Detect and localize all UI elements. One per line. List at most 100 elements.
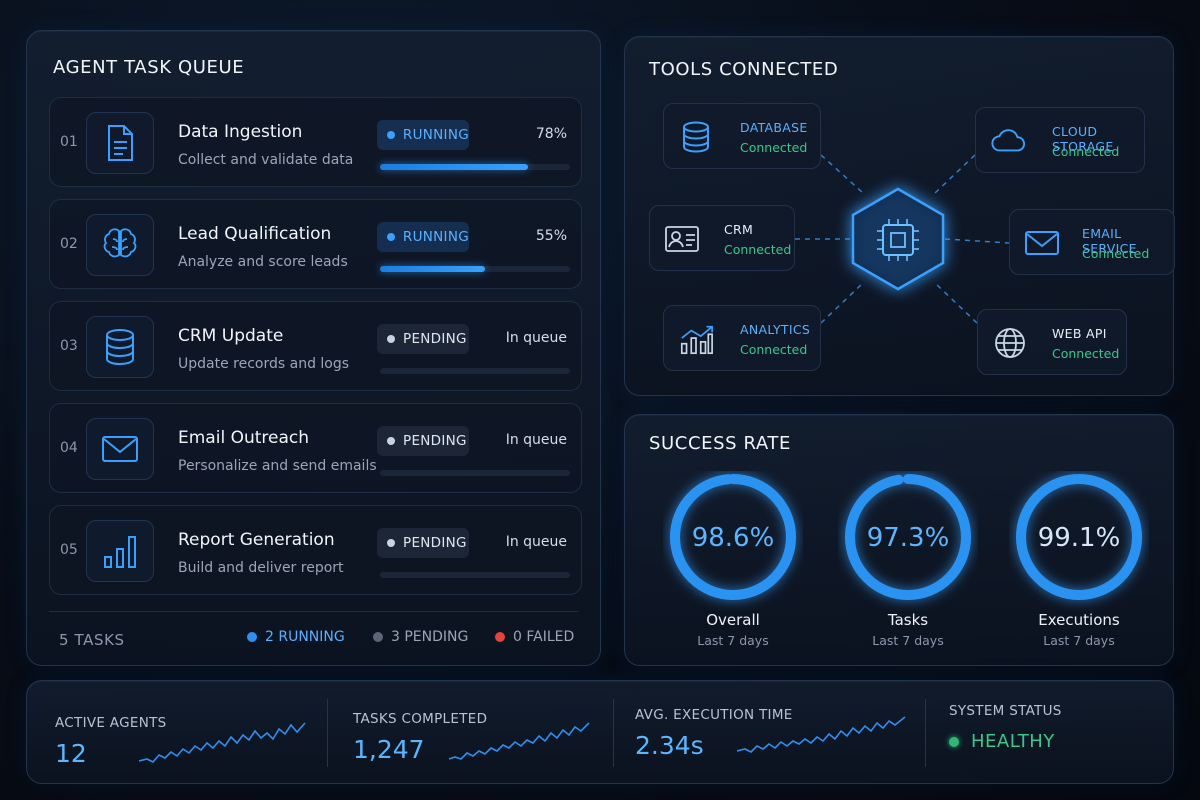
task-count: 5 TASKS [59,631,125,649]
tool-database[interactable]: DATABASE Connected [663,103,821,169]
progress-bar [380,368,570,374]
tool-email-service[interactable]: EMAIL SERVICE Connected [1009,209,1175,275]
gauge-arc [670,474,796,600]
task-title: Report Generation [178,530,335,550]
tool-name: ANALYTICS [740,322,811,337]
tool-status: Connected [1082,246,1150,261]
progress-bar [380,266,570,272]
tool-name: EMAIL SERVICE [1082,226,1137,256]
gauge-label: Tasks [887,611,929,629]
queue-state: In queue [505,534,567,550]
task-subtitle: Analyze and score leads [178,254,348,270]
tool-name: DATABASE [740,120,808,135]
task-row-data-ingestion[interactable]: 01 Data Ingestion Collect and validate d… [49,97,582,187]
task-title: Email Outreach [178,428,310,448]
task-subtitle: Build and deliver report [178,560,344,576]
database-icon [678,120,714,154]
mail-icon [1024,226,1060,260]
tool-status: Connected [1052,144,1120,159]
system-status: HEALTHY [949,731,1055,752]
connection-lines [795,154,1010,324]
gauge-period: Last 7 days [697,633,769,648]
task-title: Lead Qualification [178,224,332,244]
tool-status: Connected [740,140,808,155]
contact-card-icon [664,222,700,256]
gauge-value: 98.6% [691,523,775,553]
tool-status: Connected [724,242,792,257]
legend-failed: 0 FAILED [495,629,574,645]
task-row-crm-update[interactable]: 03 CRM Update Update records and logs PE… [49,301,582,391]
sparkline-active-agents [139,722,306,763]
task-title: Data Ingestion [178,122,303,142]
tasks-completed-value: 1,247 [353,735,425,764]
mail-icon [86,418,154,480]
active-agents-value: 12 [55,739,87,768]
tool-crm[interactable]: CRM Connected [649,205,795,271]
task-queue-title: AGENT TASK QUEUE [53,57,245,78]
gauge-label: Executions [1038,611,1120,629]
sparkline-avg-execution [737,716,906,753]
analytics-chart-icon [678,322,714,356]
avg-execution-value: 2.34s [635,731,704,760]
progress-bar [380,470,570,476]
task-number: 03 [60,338,78,354]
tools-connected-panel: TOOLS CONNECTED DATABASE Connected CLOUD… [624,36,1175,396]
divider [327,699,328,767]
gauge-value: 97.3% [866,523,950,553]
bar-chart-icon [86,520,154,582]
tool-name: CLOUD STORAGE [1052,124,1114,154]
tools-title: TOOLS CONNECTED [649,59,839,80]
tool-web-api[interactable]: WEB API Connected [977,309,1127,375]
cloud-icon [990,124,1026,158]
cpu-chip-icon [851,187,945,291]
status-dot [949,736,959,747]
task-subtitle: Update records and logs [178,356,350,372]
globe-icon [992,326,1028,360]
gauge-label: Overall [706,611,760,629]
progress-bar-fill [380,164,529,170]
gauge-value: 99.1% [1037,523,1121,553]
gauge-period: Last 7 days [1043,633,1115,648]
status-badge: PENDING [377,426,469,456]
task-queue-panel: AGENT TASK QUEUE 01 Data Ingestion Colle… [26,30,601,666]
sparkline-tasks-completed [449,722,590,760]
gauge-executions: 99.1% Executions Last 7 days [1009,471,1149,661]
task-number: 05 [60,542,78,558]
brain-icon [86,214,154,276]
gauge-arc [845,474,971,600]
progress-bar [380,572,570,578]
tool-status: Connected [740,342,808,357]
task-number: 04 [60,440,78,456]
document-icon [86,112,154,174]
task-subtitle: Collect and validate data [178,152,354,168]
task-title: CRM Update [178,326,284,346]
status-badge: PENDING [377,528,469,558]
task-row-report-generation[interactable]: 05 Report Generation Build and deliver r… [49,505,582,595]
gauge-period: Last 7 days [872,633,944,648]
status-badge: PENDING [377,324,469,354]
system-status-value: HEALTHY [971,731,1055,752]
tool-status: Connected [1052,346,1120,361]
system-status-label: SYSTEM STATUS [949,703,1062,719]
active-agents-label: ACTIVE AGENTS [55,715,167,731]
database-icon [86,316,154,378]
task-row-lead-qualification[interactable]: 02 Lead Qualification Analyze and score … [49,199,582,289]
gauge-tasks: 97.3% Tasks Last 7 days [838,471,978,661]
tool-cloud-storage[interactable]: CLOUD STORAGE Connected [975,107,1145,173]
status-badge: RUNNING [377,222,469,252]
status-badge: RUNNING [377,120,469,150]
queue-state: In queue [505,432,567,448]
gauge-arc [1016,474,1142,600]
tool-analytics[interactable]: ANALYTICS Connected [663,305,821,371]
divider [613,699,614,767]
tool-name: WEB API [1052,326,1107,341]
gauge-overall: 98.6% Overall Last 7 days [663,471,803,661]
stats-bar: ACTIVE AGENTS 12 TASKS COMPLETED 1,247 A… [26,680,1174,784]
progress-bar [380,164,570,170]
tasks-completed-label: TASKS COMPLETED [353,711,488,727]
legend-pending: 3 PENDING [373,629,468,645]
progress-value: 55% [535,228,567,244]
task-subtitle: Personalize and send emails [178,458,377,474]
task-row-email-outreach[interactable]: 04 Email Outreach Personalize and send e… [49,403,582,493]
queue-state: In queue [505,330,567,346]
